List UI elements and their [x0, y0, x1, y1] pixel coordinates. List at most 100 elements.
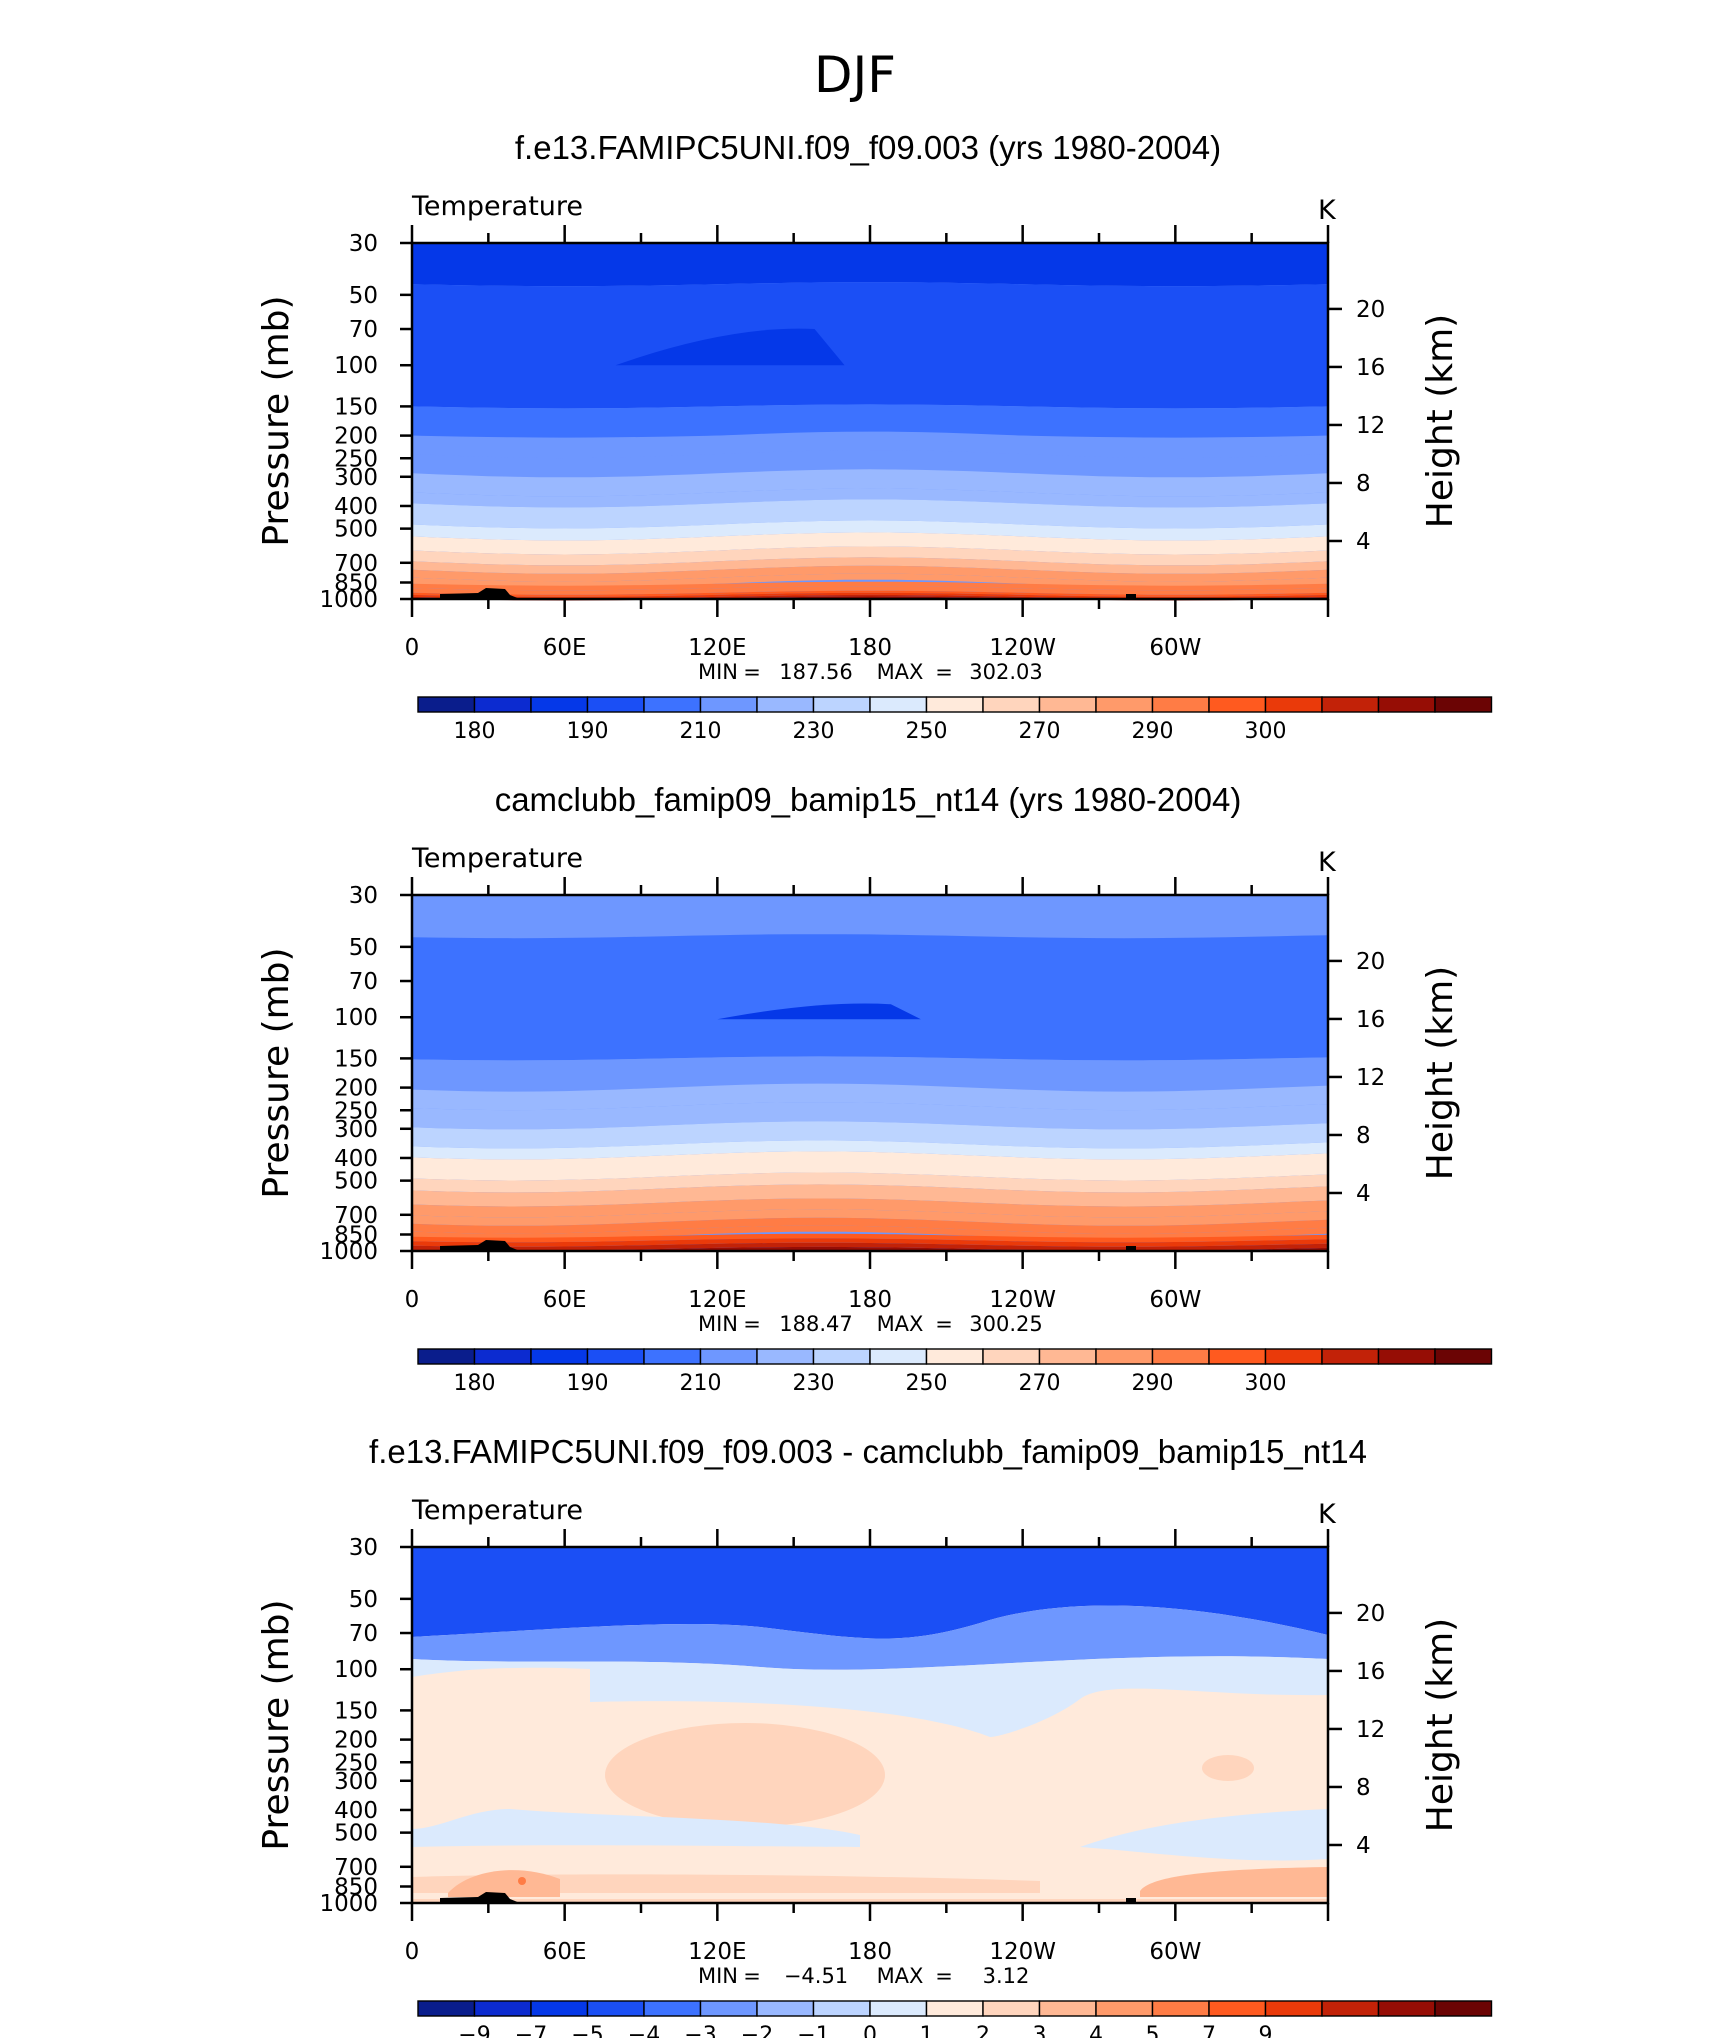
x-tick-label: 60W [1149, 1287, 1201, 1313]
topography [440, 1892, 520, 1903]
x-tick-label: 180 [848, 1287, 892, 1313]
panel-title: camclubb_famip09_bamip15_nt14 (yrs 1980-… [495, 781, 1242, 818]
colorbar-label: 230 [793, 1371, 835, 1396]
temperature-band [412, 282, 1328, 409]
temperature-band [412, 243, 1328, 287]
y-tick-label: 50 [349, 1587, 378, 1613]
difference-region-neg1 [1080, 1809, 1328, 1861]
y-tick-label: 50 [349, 935, 378, 961]
y2-tick-label: 16 [1356, 1659, 1385, 1685]
min-equals: = [743, 1312, 761, 1336]
colorbar-swatch [812, 696, 871, 713]
variable-label: Temperature [411, 1495, 583, 1526]
difference-region-pos3 [448, 1870, 560, 1897]
colorbar-swatch [1208, 2000, 1267, 2017]
difference-region-neg1 [412, 1809, 860, 1847]
y2-tick-label: 20 [1356, 297, 1385, 323]
temperature-band [412, 1102, 1328, 1130]
y2-tick-label: 16 [1356, 1007, 1385, 1033]
temperature-band [412, 557, 1328, 574]
y-tick-label: 400 [334, 1798, 378, 1824]
max-equals: = [935, 1312, 953, 1336]
x-tick-label: 120W [989, 635, 1056, 661]
colorbar-swatch [1321, 696, 1380, 713]
topography [1126, 1898, 1136, 1903]
colorbar-swatch [1095, 1348, 1154, 1365]
temperature-band [412, 1184, 1328, 1207]
y2-tick-label: 12 [1356, 413, 1385, 439]
min-label: MIN [698, 1312, 738, 1336]
x-tick-label: 60E [543, 1939, 587, 1965]
x-tick-label: 180 [848, 635, 892, 661]
colorbar-label: 180 [454, 719, 496, 744]
colorbar-swatch [586, 696, 645, 713]
colorbar-swatch [1321, 1348, 1380, 1365]
temperature-band [412, 1225, 1328, 1240]
colorbar-swatch [1434, 1348, 1493, 1365]
units-label: K [1318, 847, 1337, 878]
colorbar-swatch [869, 2000, 928, 2017]
max-value: 3.12 [983, 1964, 1030, 1988]
variable-label: Temperature [411, 843, 583, 874]
y-tick-label: 400 [334, 1146, 378, 1172]
colorbar-swatch [586, 2000, 645, 2017]
temperature-band [412, 1238, 1328, 1247]
colorbar-swatch [417, 696, 476, 713]
y-axis-label: Pressure (mb) [256, 947, 297, 1198]
difference-region-pos1 [605, 1723, 885, 1827]
y2-tick-label: 4 [1356, 529, 1371, 555]
y-tick-label: 30 [349, 231, 378, 257]
colorbar-label: −3 [684, 2023, 716, 2038]
colorbar-swatch [530, 1348, 589, 1365]
y2-tick-label: 4 [1356, 1181, 1371, 1207]
y-tick-label: 200 [334, 424, 378, 450]
colorbar-swatch [869, 696, 928, 713]
y-tick-label: 30 [349, 883, 378, 909]
y-tick-label: 150 [334, 1698, 378, 1724]
y-tick-label: 70 [349, 1621, 378, 1647]
y-tick-label: 70 [349, 969, 378, 995]
colorbar-swatch [812, 2000, 871, 2017]
colorbar-swatch [982, 696, 1041, 713]
y-tick-label: 300 [334, 1769, 378, 1795]
panel-3-axes [400, 1529, 1342, 1921]
colorbar-3 [417, 2000, 1493, 2017]
colorbar-label: 190 [567, 719, 609, 744]
colorbar-swatch [643, 1348, 702, 1365]
temperature-band [412, 488, 1328, 508]
min-equals: = [743, 660, 761, 684]
colorbar-label: −5 [571, 2023, 603, 2038]
colorbar-swatch [1151, 696, 1210, 713]
colorbar-swatch [1434, 2000, 1493, 2017]
temperature-band [412, 581, 1328, 591]
colorbar-swatch [1377, 1348, 1436, 1365]
panel-1-axes [400, 225, 1342, 617]
x-tick-label: 60E [543, 635, 587, 661]
y-tick-label: 30 [349, 1535, 378, 1561]
colorbar-label: −9 [458, 2023, 490, 2038]
y-tick-label: 500 [334, 1821, 378, 1847]
temperature-band [412, 1172, 1328, 1193]
colorbar-label: 270 [1019, 1371, 1061, 1396]
temperature-band [412, 590, 1328, 597]
y-tick-label: 100 [334, 353, 378, 379]
temperature-band [412, 1140, 1328, 1160]
colorbar-label: 250 [906, 719, 948, 744]
colorbar-swatch [530, 2000, 589, 2017]
y-tick-label: 70 [349, 317, 378, 343]
max-equals: = [935, 660, 953, 684]
colorbar-swatch [756, 2000, 815, 2017]
y-tick-label: 700 [334, 1203, 378, 1229]
colorbar-label: 290 [1132, 719, 1174, 744]
y-tick-label: 1000 [319, 1239, 378, 1265]
colorbar-swatch [643, 2000, 702, 2017]
colorbar-label: 2 [976, 2023, 990, 2038]
topography [440, 588, 520, 599]
y-tick-label: 100 [334, 1657, 378, 1683]
max-label: MAX [877, 660, 924, 684]
colorbar-label: 210 [680, 1371, 722, 1396]
colorbar-label: 290 [1132, 1371, 1174, 1396]
max-value: 302.03 [969, 660, 1042, 684]
temperature-band [412, 1217, 1328, 1234]
temperature-band [412, 499, 1328, 529]
